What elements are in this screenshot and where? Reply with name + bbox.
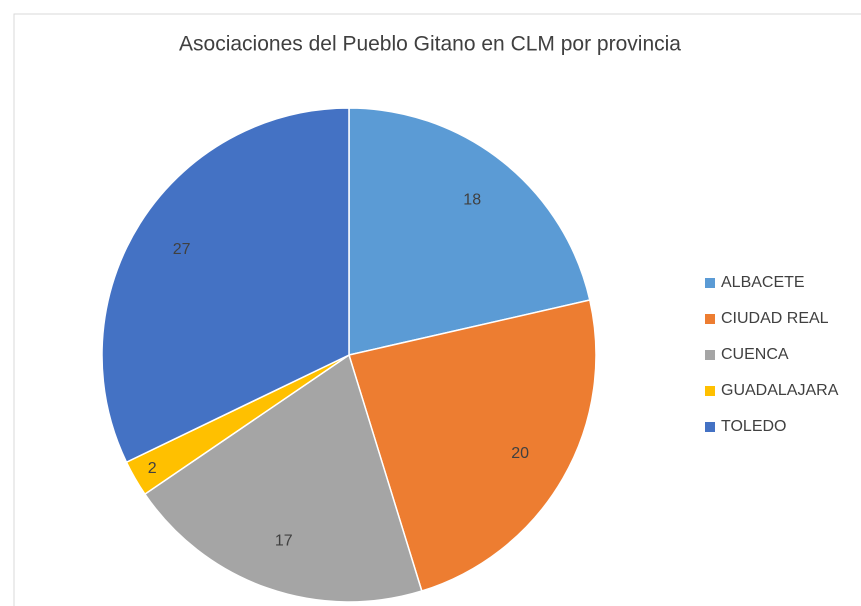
pie-slice bbox=[101, 107, 350, 464]
legend-swatch bbox=[705, 314, 715, 324]
pie-slice bbox=[348, 107, 591, 356]
legend-label: GUADALAJARA bbox=[721, 382, 839, 399]
data-label: 20 bbox=[511, 445, 529, 462]
legend-swatch bbox=[705, 278, 715, 288]
data-label: 27 bbox=[173, 241, 191, 258]
legend-label: CUENCA bbox=[721, 346, 789, 363]
legend-swatch bbox=[705, 350, 715, 360]
pie-slice bbox=[348, 299, 597, 592]
legend-label: CIUDAD REAL bbox=[721, 310, 829, 327]
pie-slice bbox=[143, 353, 423, 603]
chart-title: Asociaciones del Pueblo Gitano en CLM po… bbox=[179, 33, 681, 56]
data-label: 2 bbox=[148, 460, 157, 477]
legend-label: ALBACETE bbox=[721, 274, 805, 291]
data-label: 18 bbox=[463, 192, 481, 209]
data-label: 17 bbox=[275, 533, 293, 550]
legend-swatch bbox=[705, 422, 715, 432]
legend-swatch bbox=[705, 386, 715, 396]
legend-label: TOLEDO bbox=[721, 418, 787, 435]
